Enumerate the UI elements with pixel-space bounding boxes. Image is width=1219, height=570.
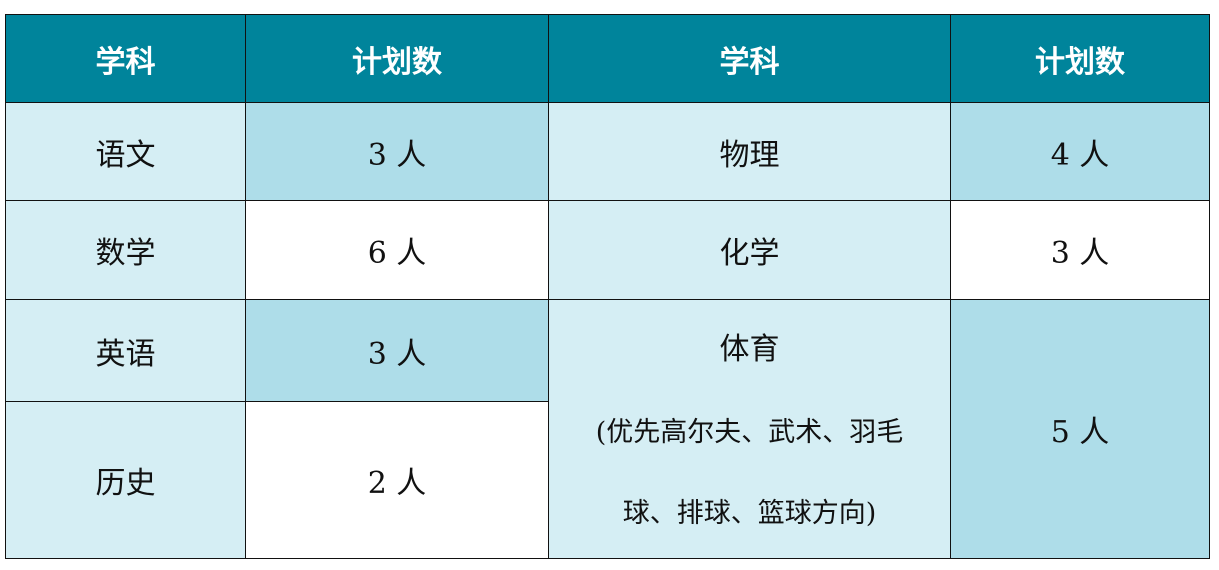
subject-cell: 化学 <box>548 200 951 300</box>
subject-cell: 历史 <box>5 401 246 559</box>
pe-subject-cell: 体育 (优先高尔夫、武术、羽毛 球、排球、篮球方向) <box>548 299 951 559</box>
count-cell: 2 人 <box>245 401 549 559</box>
subject-cell: 语文 <box>5 102 246 201</box>
pe-subject: 体育 <box>719 332 780 367</box>
count-cell: 3 人 <box>950 200 1210 300</box>
subject-cell: 物理 <box>548 102 951 201</box>
header-subject-2: 学科 <box>548 14 951 103</box>
header-count-1: 计划数 <box>245 14 549 103</box>
subject-cell: 英语 <box>5 299 246 402</box>
header-count-2: 计划数 <box>950 14 1210 103</box>
count-cell: 4 人 <box>950 102 1210 201</box>
pe-note-line1: (优先高尔夫、武术、羽毛 <box>595 417 904 448</box>
header-subject-1: 学科 <box>5 14 246 103</box>
count-cell: 3 人 <box>245 102 549 201</box>
count-cell: 3 人 <box>245 299 549 402</box>
pe-note-line2: 球、排球、篮球方向) <box>622 498 877 529</box>
subject-cell: 数学 <box>5 200 246 300</box>
count-cell: 5 人 <box>950 299 1210 559</box>
count-cell: 6 人 <box>245 200 549 300</box>
